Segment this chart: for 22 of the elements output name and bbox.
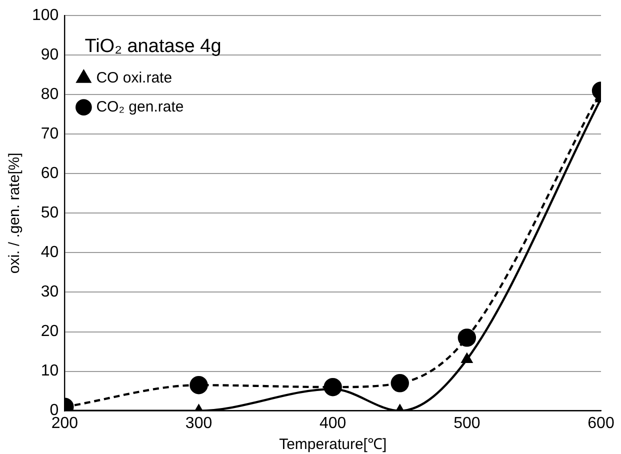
point bbox=[190, 376, 208, 394]
y-tick-label: 60 bbox=[40, 165, 59, 182]
y-tick-label: 80 bbox=[40, 86, 59, 104]
y-tick-label: 70 bbox=[40, 126, 59, 143]
point bbox=[390, 374, 409, 392]
y-tick-label: 90 bbox=[40, 46, 59, 64]
y-tick-label: 40 bbox=[40, 244, 59, 262]
y-tick-label: 20 bbox=[40, 323, 59, 340]
legend-label: CO₂ gen.rate bbox=[96, 98, 184, 116]
y-tick-label: 30 bbox=[40, 284, 59, 301]
point bbox=[458, 328, 476, 347]
y-axis-title: oxi. / .gen. rate[%] bbox=[6, 152, 24, 274]
x-tick-label: 600 bbox=[588, 414, 614, 432]
y-tick-label: 100 bbox=[32, 7, 59, 24]
x-tick-label: 300 bbox=[185, 414, 212, 432]
x-tick-label: 500 bbox=[454, 414, 480, 432]
legend-label: CO oxi.rate bbox=[96, 69, 172, 86]
y-tick-label: 10 bbox=[40, 362, 59, 380]
x-axis-title: Temperature[℃] bbox=[279, 436, 387, 454]
x-tick-label: 400 bbox=[319, 414, 346, 432]
text: TiO₂ anatase 4g bbox=[84, 36, 222, 58]
y-tick-label: 50 bbox=[40, 204, 59, 222]
